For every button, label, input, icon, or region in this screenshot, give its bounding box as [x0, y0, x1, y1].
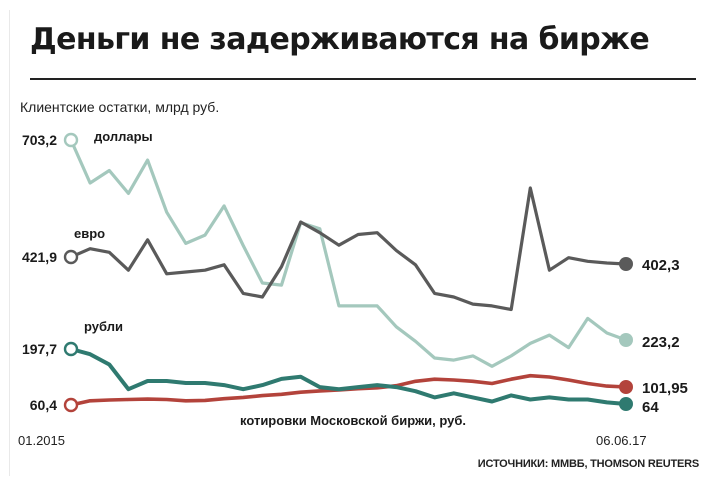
series-line-rubles [69, 347, 628, 406]
end-label-rubles: 64 [642, 399, 659, 416]
end-marker-quotes [619, 380, 633, 394]
start-label-euro: 421,9 [22, 249, 57, 265]
end-marker-rubles [619, 397, 633, 411]
start-marker-rubles [63, 341, 79, 357]
end-label-euro: 402,3 [642, 257, 680, 274]
chart-subtitle: Клиентские остатки, млрд руб. [20, 99, 220, 115]
end-marker-euro [619, 257, 633, 271]
series-name-rubles: рубли [84, 319, 123, 334]
start-label-dollars: 703,2 [22, 132, 57, 148]
series-line-euro [69, 186, 628, 312]
source-note: ИСТОЧНИКИ: ММВБ, THOMSON REUTERS [477, 458, 699, 470]
x-start-label: 01.2015 [18, 433, 65, 448]
series-name-quotes: котировки Московской биржи, руб. [240, 413, 466, 428]
title-rule [30, 78, 696, 80]
start-marker-euro [63, 249, 79, 265]
end-marker-dollars [619, 333, 633, 347]
x-end-label: 06.06.17 [596, 433, 647, 448]
start-label-rubles: 197,7 [22, 341, 57, 357]
series-line-dollars [69, 138, 628, 368]
start-marker-quotes [63, 397, 79, 413]
end-label-quotes: 101,95 [642, 380, 688, 397]
end-label-dollars: 223,2 [642, 334, 680, 351]
series-name-euro: евро [74, 226, 105, 241]
chart-title: Деньги не задерживаются на бирже [30, 22, 650, 57]
start-marker-dollars [63, 132, 79, 148]
start-label-quotes: 60,4 [30, 397, 57, 413]
series-name-dollars: доллары [94, 129, 153, 144]
